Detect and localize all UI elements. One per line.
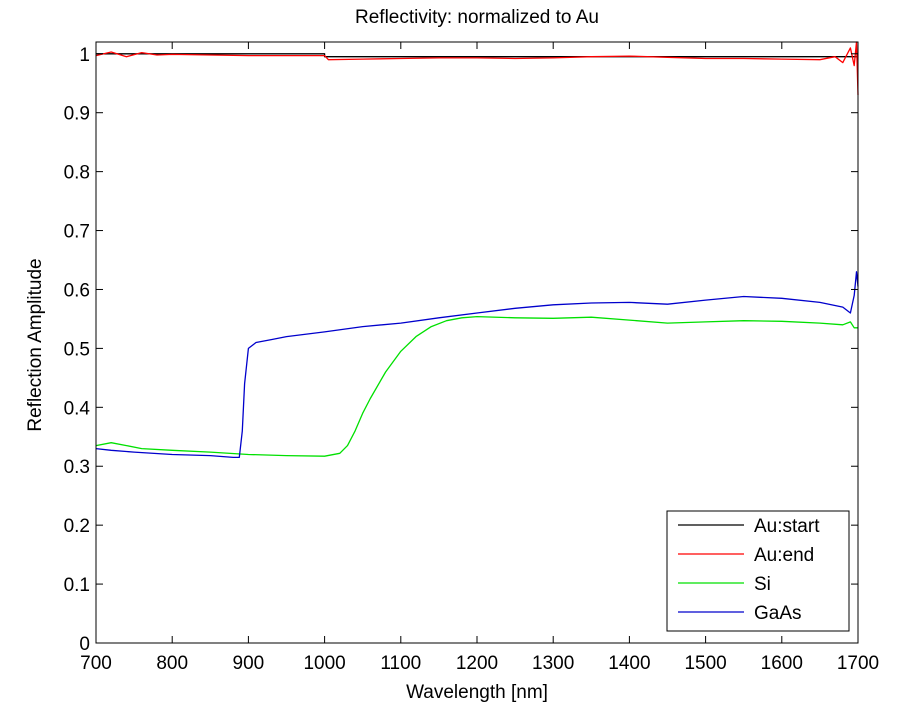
x-tick-label: 1200 (456, 653, 498, 674)
chart-title: Reflectivity: normalized to Au (355, 7, 599, 28)
x-tick-label: 1700 (837, 653, 879, 674)
x-tick-label: 1100 (380, 653, 421, 674)
ticks-layer: 700 800 900 1000 1100 1200 1300 1400 1500 1600 170… (64, 42, 879, 674)
x-tick-label: 900 (233, 653, 265, 674)
x-tick-label: 700 (80, 653, 112, 674)
legend: Au:start Au:end Si GaAs (666, 510, 850, 632)
y-tick-label: 0.5 (64, 339, 90, 360)
y-tick-label: 0.1 (64, 575, 90, 596)
y-tick-label: 0.2 (64, 516, 90, 537)
legend-label: Au:end (754, 545, 814, 566)
x-tick-label: 1600 (761, 653, 803, 674)
legend-box (666, 510, 850, 632)
x-axis-title: Wavelength [nm] (406, 682, 548, 703)
series-line-si (95, 315, 858, 457)
series-line-au-end (95, 41, 859, 96)
legend-label: Si (754, 574, 771, 595)
legend-label: GaAs (754, 603, 802, 624)
x-tick-label: 1500 (684, 653, 726, 674)
y-tick-label: 0.6 (64, 280, 90, 301)
y-tick-label: 0.7 (64, 222, 90, 243)
legend-label: Au:start (754, 516, 820, 537)
x-tick-label: 1300 (532, 653, 574, 674)
y-tick-label: 1 (79, 45, 90, 66)
y-tick-label: 0.4 (64, 398, 91, 419)
y-tick-label: 0 (79, 634, 90, 655)
series-layer (95, 41, 859, 459)
x-tick-label: 800 (156, 653, 188, 674)
y-tick-label: 0.8 (64, 163, 90, 184)
y-axis-title: Reflection Amplitude (25, 258, 46, 431)
x-tick-label: 1000 (303, 653, 345, 674)
y-tick-label: 0.9 (64, 104, 90, 125)
y-tick-label: 0.3 (64, 457, 90, 478)
series-line-gaas (95, 271, 859, 459)
x-tick-label: 1400 (608, 653, 650, 674)
